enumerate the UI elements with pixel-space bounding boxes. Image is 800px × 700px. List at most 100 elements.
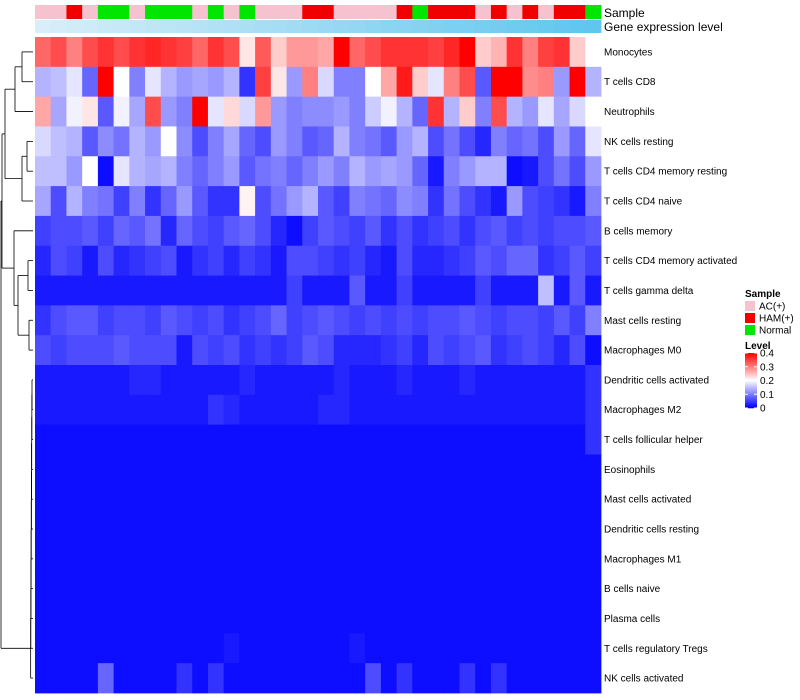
heatmap-cell: [428, 543, 445, 575]
heatmap-cell: [585, 215, 602, 247]
heatmap-cell: [553, 543, 570, 575]
heatmap-cell: [207, 215, 225, 247]
heatmap-cell: [113, 424, 130, 455]
heatmap-cell: [585, 335, 602, 366]
level-gradient-step: [745, 380, 757, 382]
heatmap-cell: [459, 543, 476, 575]
heatmap-cell: [82, 275, 99, 306]
heatmap-cell: [349, 424, 366, 455]
heatmap-cell: [192, 424, 209, 455]
heatmap-cell: [223, 543, 240, 575]
gene-expression-cell: [302, 20, 319, 33]
heatmap-cell: [380, 394, 398, 426]
heatmap-cell: [365, 514, 382, 545]
sample-annotation-cell: [270, 5, 287, 19]
heatmap-cell: [522, 37, 539, 68]
level-gradient-step: [745, 407, 757, 409]
heatmap-cell: [396, 633, 413, 664]
heatmap-cell: [490, 603, 508, 634]
heatmap-cell: [97, 424, 115, 455]
heatmap-cell: [113, 454, 130, 485]
heatmap-cell: [428, 275, 445, 306]
heatmap-cell: [538, 394, 555, 426]
heatmap-cell: [412, 126, 429, 157]
heatmap-cell: [522, 573, 539, 604]
heatmap-cell: [113, 215, 130, 247]
heatmap-cell: [538, 663, 555, 694]
heatmap-cell: [129, 543, 146, 575]
heatmap-cell: [223, 335, 240, 366]
level-gradient-step: [745, 385, 757, 387]
level-gradient-step: [745, 388, 757, 390]
heatmap-cell: [522, 663, 539, 694]
heatmap-cell: [223, 424, 240, 455]
sample-annotation-cell: [412, 5, 429, 19]
level-gradient-step: [745, 398, 757, 400]
heatmap-cell: [349, 365, 366, 396]
heatmap-cell: [475, 186, 492, 217]
level-tick-label: 0: [760, 404, 766, 415]
gene-expression-cell: [255, 20, 272, 33]
heatmap-cell: [396, 514, 413, 545]
heatmap-cell: [412, 394, 429, 426]
heatmap-cell: [553, 663, 570, 694]
heatmap-cell: [522, 543, 539, 575]
heatmap-cell: [475, 514, 492, 545]
heatmap-cell: [270, 394, 287, 426]
heatmap-cell: [176, 543, 193, 575]
heatmap-cell: [192, 573, 209, 604]
level-gradient-step: [745, 367, 757, 369]
heatmap-cell: [428, 365, 445, 396]
heatmap-cell: [333, 424, 350, 455]
level-tick-label: 0.3: [760, 362, 774, 373]
level-gradient-step: [745, 401, 757, 403]
heatmap-cell: [585, 275, 602, 306]
heatmap-cell: [459, 663, 476, 694]
heatmap-cell: [428, 573, 445, 604]
heatmap-cell: [145, 394, 162, 426]
heatmap-cell: [50, 335, 67, 366]
heatmap-cell: [160, 37, 177, 68]
heatmap-cell: [443, 335, 460, 366]
heatmap-cell: [145, 424, 162, 455]
heatmap-cell: [490, 186, 508, 217]
heatmap-cell: [569, 514, 586, 545]
heatmap-cell: [113, 514, 130, 545]
heatmap-cell: [553, 37, 570, 68]
heatmap-cell: [490, 275, 508, 306]
heatmap-cell: [50, 365, 67, 396]
sample-annotation-cell: [286, 5, 303, 19]
heatmap-cell: [553, 186, 570, 217]
heatmap-cell: [255, 96, 272, 127]
heatmap-cell: [129, 394, 146, 426]
level-gradient-step: [745, 389, 757, 391]
heatmap-cell: [66, 573, 83, 604]
heatmap-cell: [113, 245, 130, 276]
heatmap-cell: [302, 633, 319, 664]
sample-annotation-cell: [443, 5, 460, 19]
gene-expression-cell: [318, 20, 335, 33]
heatmap-cell: [66, 215, 83, 247]
gene-expression-cell: [428, 20, 445, 33]
heatmap-cell: [365, 543, 382, 575]
heatmap-cell: [396, 156, 413, 187]
heatmap-cell: [428, 663, 445, 694]
heatmap-cell: [270, 424, 287, 455]
heatmap-cell: [490, 424, 508, 455]
heatmap-cell: [490, 66, 508, 98]
heatmap-cell: [333, 603, 350, 634]
heatmap-cell: [412, 603, 429, 634]
heatmap-cell: [349, 514, 366, 545]
heatmap-cell: [66, 424, 83, 455]
heatmap-cell: [349, 603, 366, 634]
heatmap-cell: [97, 66, 115, 98]
gene-expression-cell: [459, 20, 476, 33]
heatmap-cell: [97, 394, 115, 426]
gene-expression-cell: [97, 20, 115, 33]
level-gradient-step: [745, 370, 757, 372]
heatmap-cell: [428, 514, 445, 545]
heatmap-cell: [302, 454, 319, 485]
row-label: Macrophages M0: [604, 346, 682, 357]
gene-expression-cell: [380, 20, 398, 33]
heatmap-cell: [459, 394, 476, 426]
